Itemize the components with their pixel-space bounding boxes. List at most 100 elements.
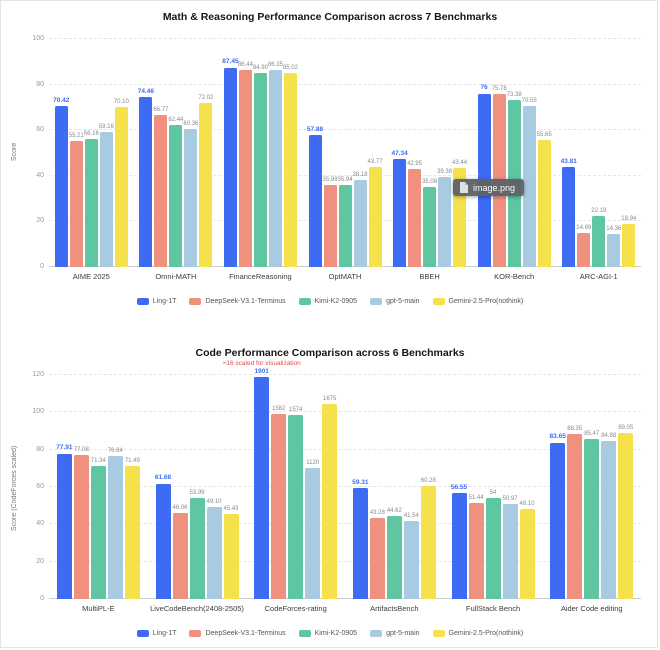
value-label: 14.36 — [606, 226, 622, 233]
bar-column: 55.21 — [69, 39, 84, 267]
bar-deepseek-v3-1-terminus-financereasoning[interactable] — [238, 69, 252, 267]
bar-ling-1t-bbeh[interactable] — [393, 159, 407, 267]
bar-kimi-k2-0905-codeforces-rating[interactable] — [288, 415, 304, 599]
chart-body: Score 0 20 40 60 80 100 70.42 55.21 56.16 59.16 70… — [9, 35, 651, 281]
bar-kimi-k2-0905-omni-math[interactable] — [169, 124, 183, 267]
bar-gemini-2-5-pro-nothink-kor-bench[interactable] — [537, 140, 551, 267]
bar-kimi-k2-0905-aider-code-editing[interactable] — [584, 439, 600, 599]
bar-deepseek-v3-1-terminus-omni-math[interactable] — [154, 114, 168, 267]
bar-deepseek-v3-1-terminus-artifactsbench[interactable] — [369, 518, 385, 599]
bar-kimi-k2-0905-optmath[interactable] — [338, 185, 352, 267]
legend-item-deepseek-v3-1-terminus[interactable]: DeepSeek-V3.1-Terminus — [189, 298, 286, 305]
bar-ling-1t-optmath[interactable] — [308, 135, 322, 267]
legend-label: gpt-5-main — [386, 630, 420, 637]
bar-ling-1t-arc-agi-1[interactable] — [562, 167, 576, 267]
bar-kimi-k2-0905-aime-2025[interactable] — [84, 138, 98, 267]
bar-kimi-k2-0905-financereasoning[interactable] — [253, 73, 267, 267]
value-label: 56.55 — [450, 483, 468, 491]
bar-gemini-2-5-pro-nothink-codeforces-rating[interactable] — [322, 403, 338, 599]
bar-deepseek-v3-1-terminus-codeforces-rating[interactable] — [271, 414, 287, 599]
bar-gpt-5-main-optmath[interactable] — [353, 179, 367, 267]
bar-group-arc-agi-1: 43.81 14.89 22.19 14.36 18.94 — [556, 39, 641, 267]
bar-kimi-k2-0905-artifactsbench[interactable] — [386, 515, 402, 599]
value-label: 51.44 — [468, 494, 484, 501]
bar-gemini-2-5-pro-nothink-aime-2025[interactable] — [114, 107, 128, 267]
bar-group-bbeh: 47.34 42.95 35.08 39.38 43.44 — [387, 39, 472, 267]
bar-kimi-k2-0905-bbeh[interactable] — [423, 187, 437, 267]
bar-gemini-2-5-pro-nothink-optmath[interactable] — [368, 167, 382, 267]
bar-gemini-2-5-pro-nothink-financereasoning[interactable] — [283, 73, 297, 267]
value-label: 43.28 — [369, 510, 385, 517]
value-label: 88.35 — [567, 426, 583, 433]
chart-title: Code Performance Comparison across 6 Ben… — [195, 347, 465, 359]
bar-gemini-2-5-pro-nothink-fullstack-bench[interactable] — [519, 509, 535, 599]
bar-gpt-5-main-financereasoning[interactable] — [268, 70, 282, 267]
bar-gpt-5-main-aime-2025[interactable] — [99, 132, 113, 267]
bar-gemini-2-5-pro-nothink-omni-math[interactable] — [199, 102, 213, 267]
y-axis-title: Score — [11, 142, 18, 162]
bar-deepseek-v3-1-terminus-optmath[interactable] — [323, 184, 337, 267]
bar-group-kor-bench: 76 75.78 73.38 70.55 55.65 — [472, 39, 557, 267]
bar-kimi-k2-0905-arc-agi-1[interactable] — [592, 216, 606, 267]
category-label-fullstack-bench: FullStack Bench — [465, 604, 521, 613]
bar-kimi-k2-0905-multipl-e[interactable] — [90, 465, 106, 599]
value-label: 61.68 — [154, 474, 172, 482]
legend-item-ling-1t[interactable]: Ling-1T — [136, 298, 176, 305]
bar-gpt-5-main-aider-code-editing[interactable] — [601, 440, 617, 599]
bar-gpt-5-main-omni-math[interactable] — [184, 129, 198, 267]
bar-deepseek-v3-1-terminus-aime-2025[interactable] — [69, 141, 83, 267]
bar-gemini-2-5-pro-nothink-artifactsbench[interactable] — [420, 486, 436, 599]
bar-column: 42.95 — [407, 39, 423, 267]
bar-gemini-2-5-pro-nothink-arc-agi-1[interactable] — [622, 223, 636, 267]
legend-item-gemini-2-5-pro-nothink[interactable]: Gemini-2.5-Pro(nothink) — [432, 630, 523, 637]
bar-gemini-2-5-pro-nothink-multipl-e[interactable] — [124, 465, 140, 599]
bar-ling-1t-livecodebench-2408-2505[interactable] — [155, 483, 171, 599]
value-label: 49.10 — [206, 499, 222, 506]
bar-kimi-k2-0905-livecodebench-2408-2505[interactable] — [189, 498, 205, 599]
bar-deepseek-v3-1-terminus-aider-code-editing[interactable] — [567, 434, 583, 599]
legend-item-ling-1t[interactable]: Ling-1T — [136, 630, 176, 637]
legend-item-gpt-5-main[interactable]: gpt-5-main — [370, 630, 420, 637]
bar-gpt-5-main-multipl-e[interactable] — [107, 455, 123, 599]
bar-gpt-5-main-arc-agi-1[interactable] — [607, 234, 621, 267]
bar-deepseek-v3-1-terminus-arc-agi-1[interactable] — [577, 233, 591, 267]
bar-gemini-2-5-pro-nothink-aider-code-editing[interactable] — [618, 432, 634, 599]
value-label: 42.95 — [407, 161, 423, 168]
bar-column: 1675 — [322, 375, 338, 599]
bar-ling-1t-financereasoning[interactable] — [223, 67, 237, 267]
legend-swatch — [189, 298, 202, 305]
category-label-bbeh: BBEH — [419, 272, 440, 281]
bar-deepseek-v3-1-terminus-multipl-e[interactable] — [73, 455, 89, 599]
bar-gemini-2-5-pro-nothink-livecodebench-2408-2505[interactable] — [223, 514, 239, 599]
legend-item-kimi-k2-0905[interactable]: Kimi-K2-0905 — [298, 630, 357, 637]
bar-column: ×16 scaled for visualization 1901 — [223, 360, 301, 599]
legend-item-deepseek-v3-1-terminus[interactable]: DeepSeek-V3.1-Terminus — [189, 630, 286, 637]
bar-ling-1t-artifactsbench[interactable] — [352, 488, 368, 599]
bar-ling-1t-codeforces-rating[interactable] — [254, 377, 270, 599]
bar-ling-1t-aider-code-editing[interactable] — [550, 442, 566, 599]
gridline — [49, 38, 641, 39]
value-label: 75.78 — [491, 86, 507, 93]
bar-deepseek-v3-1-terminus-bbeh[interactable] — [408, 169, 422, 267]
bar-ling-1t-aime-2025[interactable] — [54, 106, 68, 267]
bar-deepseek-v3-1-terminus-livecodebench-2408-2505[interactable] — [172, 513, 188, 599]
bar-gpt-5-main-kor-bench[interactable] — [522, 106, 536, 267]
bar-kimi-k2-0905-fullstack-bench[interactable] — [485, 498, 501, 599]
bar-ling-1t-omni-math[interactable] — [139, 97, 153, 267]
value-label: 85.02 — [282, 65, 298, 72]
bar-ling-1t-multipl-e[interactable] — [56, 453, 72, 599]
bar-ling-1t-fullstack-bench[interactable] — [451, 493, 467, 599]
bar-gpt-5-main-codeforces-rating[interactable] — [305, 468, 321, 599]
value-label: 14.89 — [576, 225, 592, 232]
legend-item-kimi-k2-0905[interactable]: Kimi-K2-0905 — [298, 298, 357, 305]
bar-deepseek-v3-1-terminus-fullstack-bench[interactable] — [468, 502, 484, 599]
bar-gpt-5-main-livecodebench-2408-2505[interactable] — [206, 507, 222, 599]
bar-gpt-5-main-artifactsbench[interactable] — [403, 521, 419, 599]
legend-item-gemini-2-5-pro-nothink[interactable]: Gemini-2.5-Pro(nothink) — [432, 298, 523, 305]
legend-item-gpt-5-main[interactable]: gpt-5-main — [370, 298, 420, 305]
y-tick-label: 80 — [36, 445, 44, 453]
bar-gpt-5-main-fullstack-bench[interactable] — [502, 503, 518, 599]
bar-gpt-5-main-bbeh[interactable] — [438, 177, 452, 267]
bar-column: 57.88 — [307, 39, 323, 267]
